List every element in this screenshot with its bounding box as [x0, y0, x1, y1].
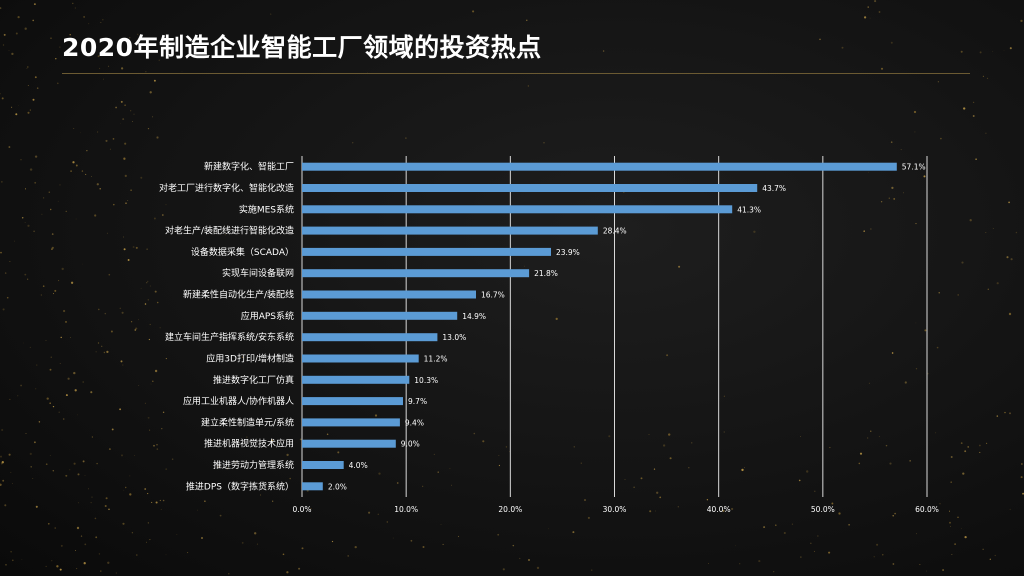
category-label: 推进机器视觉技术应用	[204, 438, 294, 450]
bar	[302, 269, 530, 278]
page-title: 2020年制造企业智能工厂领域的投资热点	[62, 33, 542, 62]
data-label: 13.0%	[442, 333, 466, 342]
category-label: 对老生产/装配线进行智能化改造	[165, 225, 294, 237]
x-tick-label: 30.0%	[603, 505, 627, 514]
data-label: 9.4%	[405, 418, 424, 427]
category-label: 建立车间生产指挥系统/安东系统	[165, 331, 294, 343]
x-tick-label: 40.0%	[707, 505, 731, 514]
category-label: 新建柔性自动化生产/装配线	[183, 289, 294, 301]
bar	[302, 375, 410, 384]
data-label: 28.4%	[603, 227, 627, 236]
data-label: 9.7%	[408, 397, 427, 406]
bar	[302, 333, 438, 342]
category-label: 推进数字化工厂仿真	[213, 374, 294, 386]
bar	[302, 418, 400, 427]
x-tick-label: 20.0%	[498, 505, 522, 514]
data-label: 57.1%	[902, 163, 926, 172]
category-label: 应用3D打印/增材制造	[206, 352, 294, 364]
bar	[302, 226, 598, 235]
x-tick-label: 60.0%	[915, 505, 939, 514]
bar	[302, 162, 897, 171]
data-label: 16.7%	[481, 291, 505, 300]
category-label: 实现车间设备联网	[222, 267, 294, 279]
x-tick-label: 10.0%	[394, 505, 418, 514]
bar	[302, 354, 419, 363]
data-label: 21.8%	[534, 269, 558, 278]
bar	[302, 397, 403, 406]
bar	[302, 439, 396, 448]
x-tick-label: 0.0%	[292, 505, 311, 514]
category-label: 建立柔性制造单元/系统	[201, 416, 294, 428]
data-label: 41.3%	[737, 205, 761, 214]
x-tick-label: 50.0%	[811, 505, 835, 514]
bar	[302, 205, 733, 214]
data-label: 14.9%	[462, 312, 486, 321]
bar	[302, 184, 758, 192]
data-label: 2.0%	[328, 482, 347, 491]
data-label: 4.0%	[349, 461, 368, 470]
category-label: 推进劳动力管理系统	[213, 459, 294, 471]
category-label: 实施MES系统	[239, 203, 294, 215]
bar	[302, 311, 458, 320]
data-label: 43.7%	[762, 184, 786, 193]
data-label: 11.2%	[424, 354, 448, 363]
data-label: 9.0%	[401, 440, 420, 449]
bar	[302, 461, 344, 469]
category-label: 新建数字化、智能工厂	[204, 161, 294, 173]
category-label: 设备数据采集（SCADA）	[191, 246, 294, 258]
category-label: 应用APS系统	[241, 310, 294, 322]
bar	[302, 247, 551, 256]
title-divider	[62, 73, 970, 74]
bar	[302, 482, 323, 491]
category-label: 应用工业机器人/协作机器人	[183, 395, 294, 407]
category-label: 推进DPS（数字拣货系统）	[186, 480, 294, 492]
bar	[302, 290, 476, 299]
data-label: 10.3%	[414, 376, 438, 385]
category-label: 对老工厂进行数字化、智能化改造	[159, 182, 294, 194]
data-label: 23.9%	[556, 248, 580, 257]
